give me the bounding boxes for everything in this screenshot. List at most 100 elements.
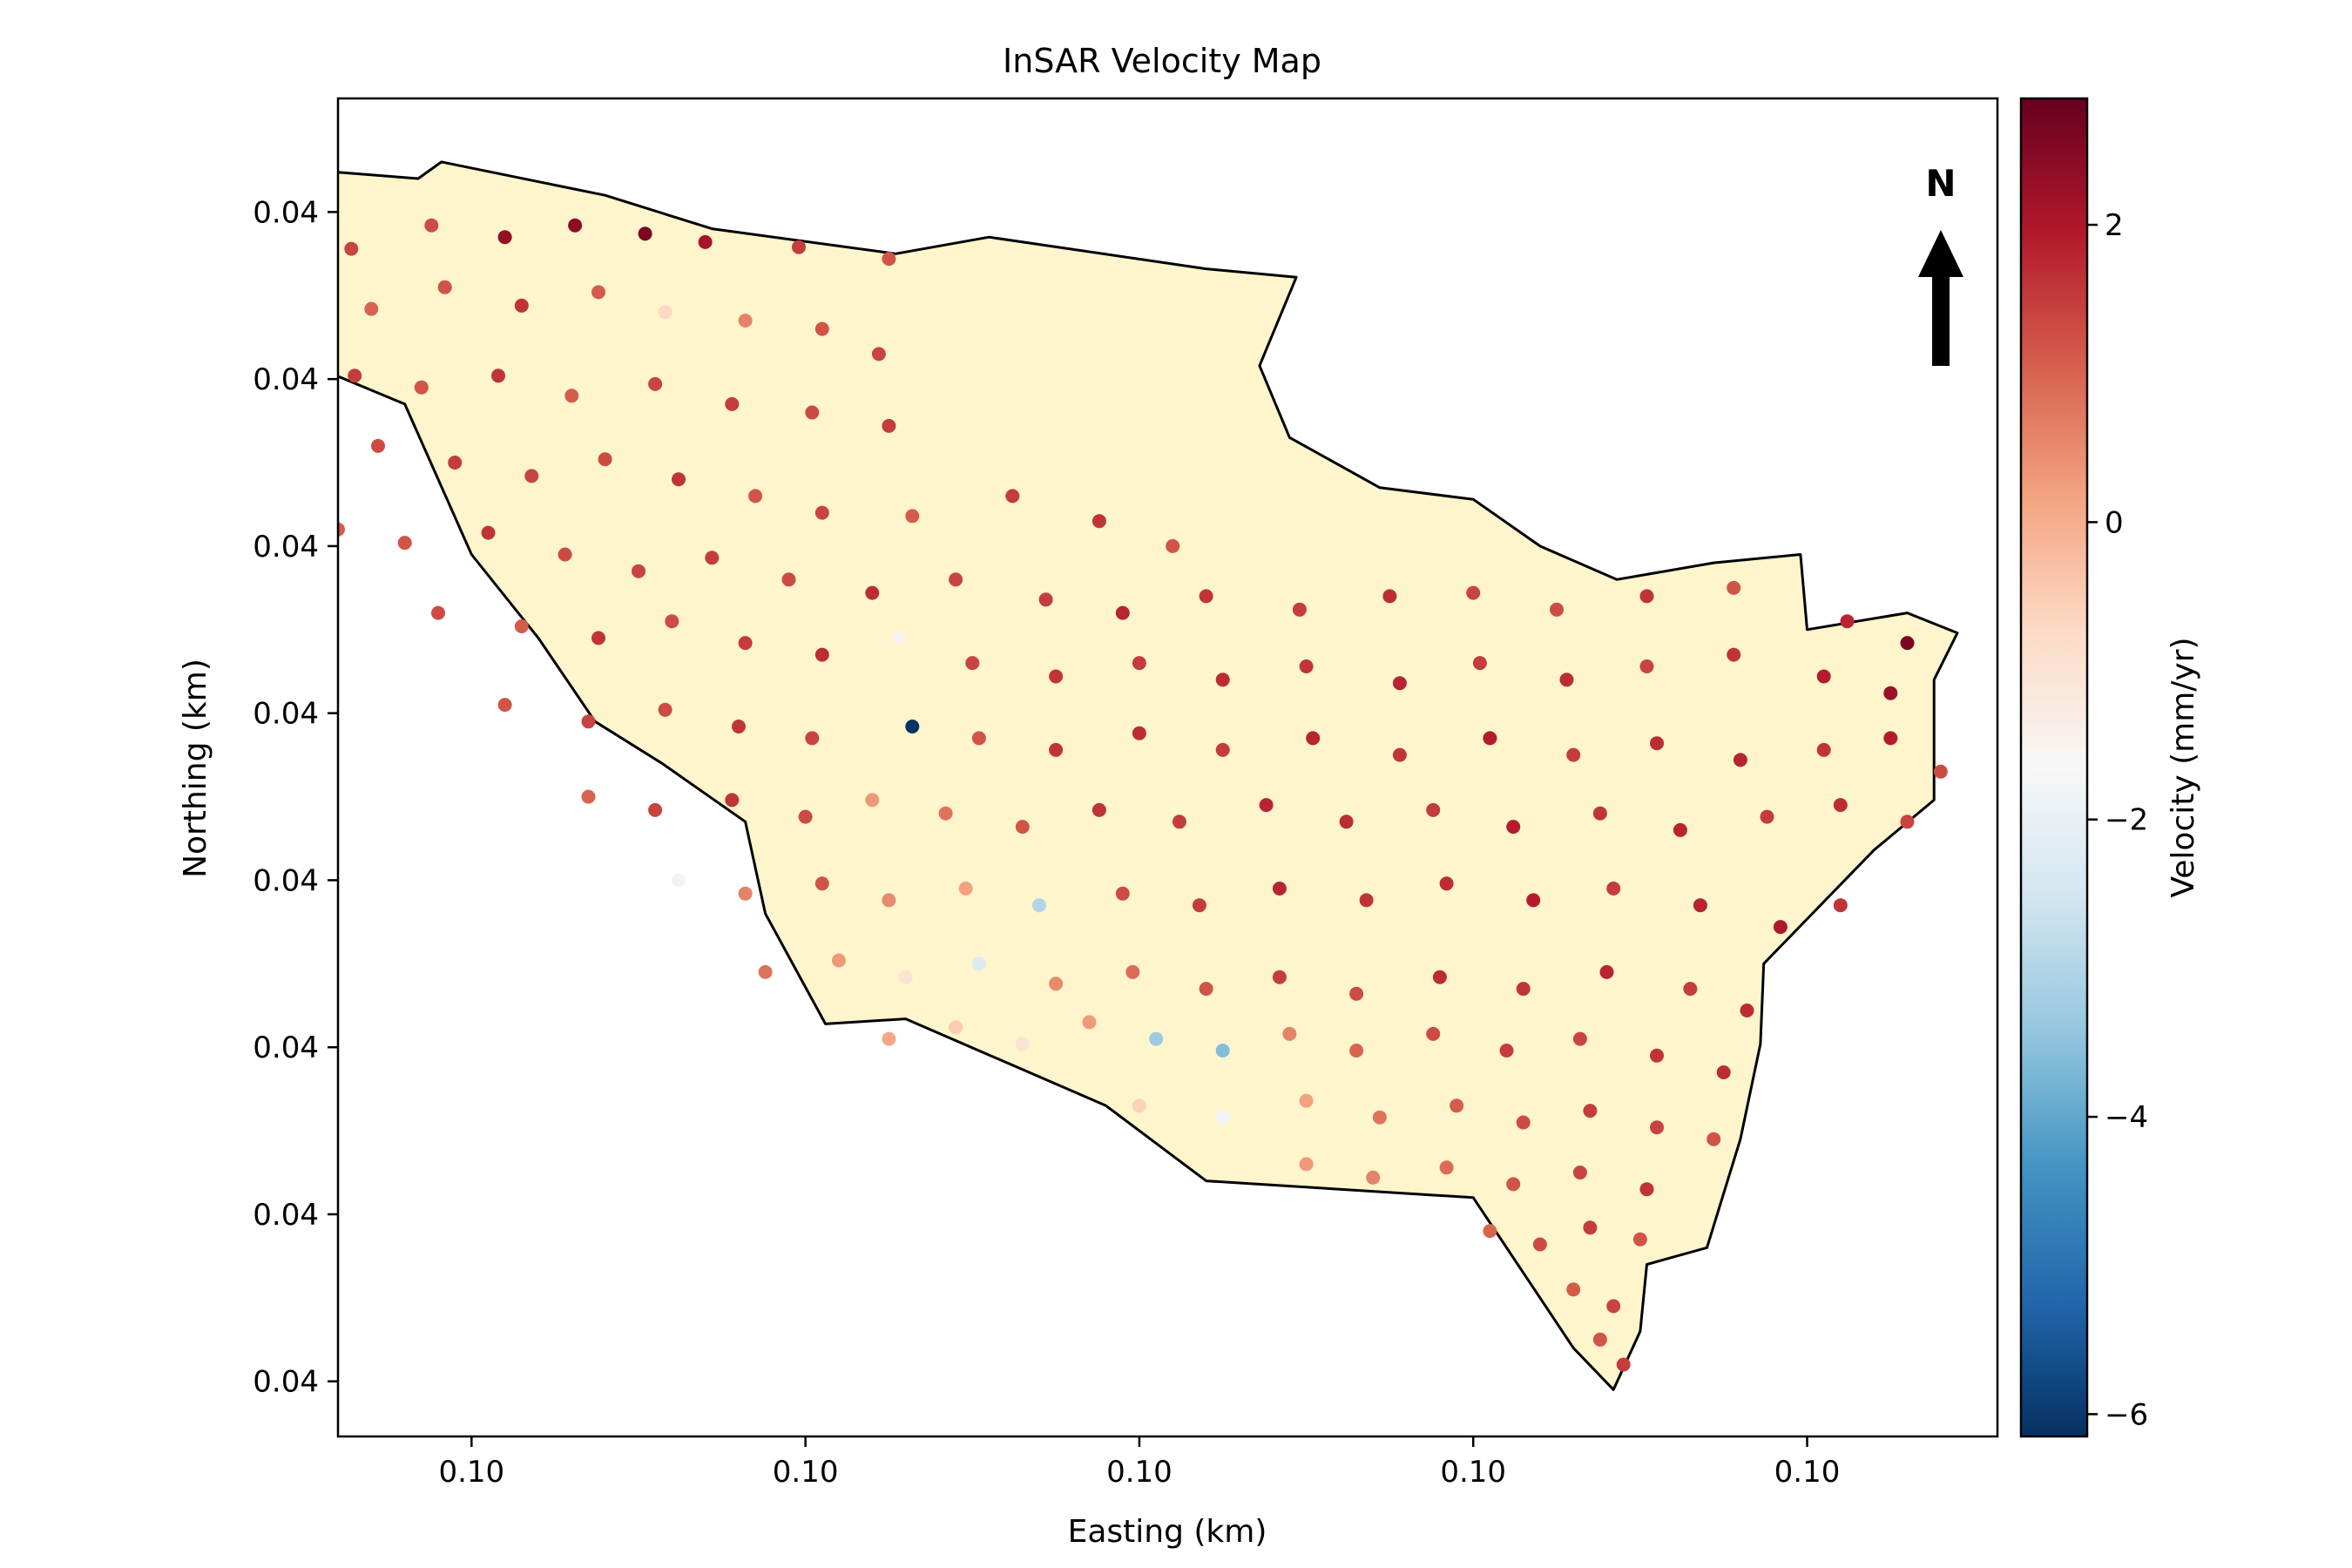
velocity-point: [1132, 726, 1146, 740]
velocity-point: [371, 438, 385, 453]
velocity-point: [1526, 893, 1541, 908]
velocity-point: [1816, 742, 1831, 757]
velocity-point: [397, 536, 412, 551]
velocity-point: [1599, 964, 1614, 979]
velocity-point: [882, 893, 896, 908]
velocity-point: [1650, 1048, 1664, 1063]
velocity-point: [1760, 809, 1774, 824]
velocity-point: [598, 452, 612, 467]
velocity-point: [1049, 742, 1064, 757]
velocity-point: [1306, 731, 1321, 746]
velocity-point: [738, 314, 753, 328]
y-tick-label: 0.04: [253, 697, 319, 732]
velocity-point: [564, 389, 579, 403]
velocity-point: [1432, 970, 1447, 984]
velocity-point: [1426, 1026, 1441, 1041]
velocity-point: [1883, 731, 1898, 746]
velocity-point: [738, 636, 753, 651]
velocity-point: [1092, 514, 1106, 529]
plot-area: 0.10 0.10 0.10 0.10 0.10 0.040.040.040.040.0…: [253, 97, 1999, 1490]
velocity-point: [865, 585, 880, 600]
velocity-point: [1049, 669, 1064, 684]
velocity-point: [1606, 882, 1621, 896]
velocity-point: [1115, 605, 1130, 620]
velocity-point: [905, 509, 920, 524]
velocity-point: [672, 472, 686, 487]
velocity-point: [1632, 1232, 1647, 1247]
velocity-point: [1166, 538, 1180, 553]
velocity-point: [1092, 802, 1106, 817]
velocity-point: [431, 605, 445, 620]
velocity-point: [1038, 592, 1053, 607]
velocity-point: [1559, 672, 1574, 687]
colorbar-tick-label: 2: [2105, 208, 2124, 243]
velocity-point: [1015, 820, 1030, 835]
velocity-point: [1707, 1132, 1721, 1146]
velocity-point: [1382, 589, 1397, 604]
y-axis-label: Northing (km): [178, 659, 213, 878]
velocity-point: [1483, 731, 1497, 746]
velocity-point: [581, 714, 596, 729]
velocity-point: [1082, 1015, 1097, 1030]
velocity-point: [1215, 1044, 1230, 1058]
velocity-point: [949, 1020, 963, 1035]
velocity-point: [938, 806, 953, 821]
x-tick-label: 0.10: [1106, 1455, 1173, 1490]
velocity-point: [1550, 602, 1564, 617]
velocity-point: [568, 218, 583, 233]
velocity-point: [738, 886, 753, 901]
velocity-point: [705, 551, 720, 565]
velocity-point: [1426, 802, 1441, 817]
velocity-point: [1049, 977, 1064, 991]
velocity-point: [338, 522, 345, 537]
velocity-point: [1716, 1065, 1731, 1079]
velocity-point: [1359, 893, 1374, 908]
x-axis-label: Easting (km): [1068, 1514, 1267, 1550]
velocity-point: [1349, 1044, 1364, 1058]
velocity-point: [965, 656, 980, 671]
velocity-point: [1199, 982, 1213, 997]
velocity-point: [971, 956, 986, 971]
velocity-point: [781, 572, 796, 587]
velocity-point: [1840, 614, 1855, 629]
velocity-point: [491, 368, 505, 383]
velocity-point: [364, 301, 379, 316]
velocity-point: [1149, 1031, 1164, 1046]
y-tick-label: 0.04: [253, 1031, 319, 1065]
velocity-point: [798, 809, 813, 824]
velocity-point: [1639, 589, 1654, 604]
velocity-point: [1933, 764, 1948, 779]
colorbar-ticks: 2 0 −2 −4 −6: [2087, 208, 2148, 1432]
velocity-point: [1583, 1220, 1598, 1235]
velocity-point: [514, 619, 529, 633]
velocity-point: [1616, 1357, 1631, 1372]
north-arrow-icon: [1918, 230, 1963, 366]
velocity-point: [658, 702, 672, 717]
velocity-point: [1215, 742, 1230, 757]
y-axis-ticks: 0.04 0.04 0.04 0.04 0.04 0.04 0.04 0.04: [253, 195, 338, 1400]
velocity-point: [1883, 686, 1898, 700]
velocity-point: [1115, 886, 1130, 901]
colorbar-label: Velocity (mm/yr): [2166, 637, 2201, 897]
velocity-point: [971, 731, 986, 746]
velocity-point: [591, 631, 605, 645]
velocity-point: [1483, 1224, 1497, 1239]
velocity-point: [648, 802, 663, 817]
colorbar-tick-label: −6: [2105, 1397, 2148, 1432]
velocity-point: [1733, 753, 1747, 767]
velocity-point: [648, 376, 663, 391]
velocity-point: [1282, 1026, 1297, 1041]
velocity-point: [792, 240, 806, 254]
colorbar-tick-label: −4: [2105, 1100, 2148, 1135]
velocity-point: [898, 970, 913, 984]
velocity-point: [1639, 1182, 1654, 1197]
velocity-point: [1673, 822, 1687, 837]
north-arrow: N: [1918, 162, 1963, 366]
velocity-point: [814, 647, 829, 662]
velocity-point: [805, 731, 820, 746]
velocity-point: [558, 547, 572, 562]
velocity-point: [1366, 1170, 1381, 1185]
velocity-point: [1272, 882, 1287, 896]
velocity-point: [1339, 814, 1354, 829]
